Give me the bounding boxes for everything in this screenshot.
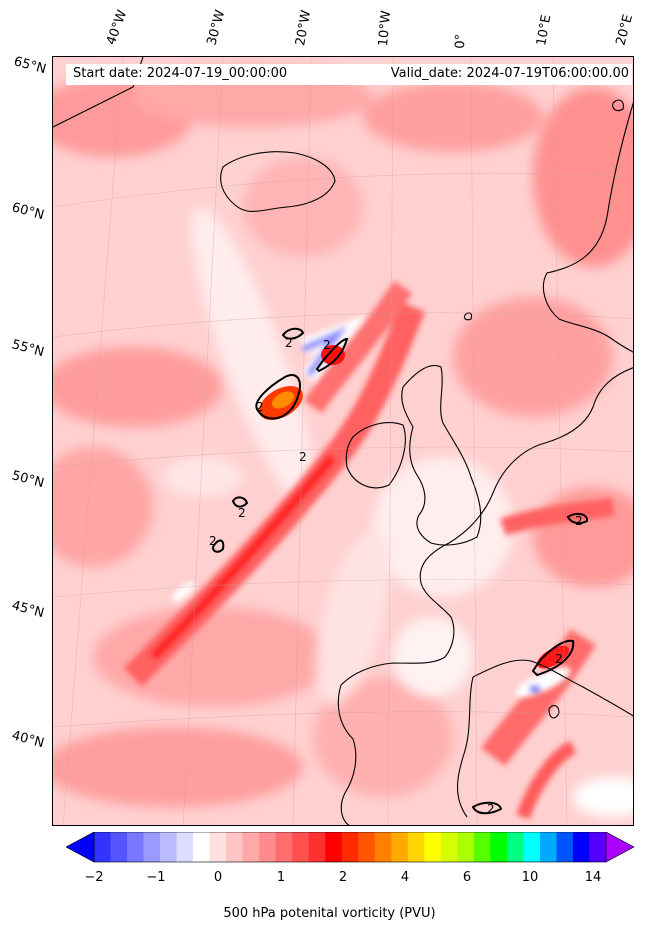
pv-cores [259,345,570,669]
colorbar-extend-low [66,832,95,863]
colorbar-tick: 4 [400,870,410,885]
contour-label: 2 [285,336,293,350]
pv-main-band [123,280,615,820]
pv-light-streaks [163,206,633,817]
colorbar-cell [457,832,475,862]
contour-core-b [315,337,349,373]
coast-ireland [345,422,406,489]
contour-label: 2 [299,450,307,464]
lon-label-10e: 10°E [534,13,555,47]
contour-label: 2 [575,514,583,528]
map-panel: 2 2 2 2 2 2 2 2 2 [52,56,634,826]
colorbar-cell [110,832,128,862]
contour-label: 2 [323,338,331,352]
colorbar-tick: −1 [146,870,166,885]
contour-label: 2 [555,652,563,666]
colorbar-cell [275,832,293,862]
colorbar-cell [391,832,409,862]
colorbar-cell [325,832,343,862]
contour-label: 2 [256,400,264,414]
coast-great-britain [401,365,482,546]
colorbar-cell [572,832,590,862]
colorbar-cell [424,832,442,862]
colorbar-cell [556,832,574,862]
colorbar-tick: 1 [276,870,286,885]
colorbar-cell [358,832,376,862]
coast-faroe [463,312,473,321]
colorbar-cell [506,832,524,862]
lat-label-45n: 45°N [10,598,46,622]
lat-label-50n: 50°N [10,468,46,492]
colorbar-cell [374,832,392,862]
valid-date-text: Valid_date: 2024-07-19T06:00:00.00 [390,66,629,81]
colorbar-cell [308,832,326,862]
lon-label-40w: 40°W [103,8,131,47]
colorbar-tick: 10 [521,870,539,885]
colorbar-label: 500 hPa potenital vorticity (PVU) [223,906,436,921]
pv-2-contours [211,327,588,815]
colorbar-tick: 2 [338,870,348,885]
pv-negative-streamer [171,314,571,698]
colorbar-cell [473,832,491,862]
contour-core-a [255,374,301,420]
lon-label-30w: 30°W [204,8,229,47]
coastlines [53,57,633,825]
contour-label: 2 [238,506,246,520]
contour-core-h [566,512,588,525]
lon-label-0: 0° [453,33,469,49]
contour-core-e [231,496,249,508]
contour-core-f [211,539,225,553]
colorbar-cell [94,832,111,862]
colorbar-tick: −2 [84,870,104,885]
graticule [53,57,633,825]
lon-label-20w: 20°W [293,9,315,48]
contour-label: 2 [487,802,495,816]
colorbar-cell [490,832,508,862]
lon-label-10w: 10°W [376,9,395,47]
colorbar-cell [209,832,227,862]
contour-labels: 2 2 2 2 2 2 2 2 2 [209,336,583,816]
lat-label-55n: 55°N [10,337,46,361]
colorbar-cell [242,832,260,862]
coast-greenland [53,57,144,128]
coast-iceland [220,151,336,212]
colorbar [66,832,635,863]
colorbar-cell [226,832,243,862]
coast-corsica [548,704,560,719]
colorbar-cell [143,832,161,862]
lat-label-60n: 60°N [10,200,46,224]
colorbar-tick: 0 [213,870,223,885]
pv-field-map: 2 2 2 2 2 2 2 2 2 [53,57,633,825]
colorbar-cell [292,832,310,862]
contour-core-g [471,801,503,815]
contour-core-c [281,327,305,340]
colorbar-cell [160,832,177,862]
coast-continental [337,367,633,825]
lat-label-65n: 65°N [12,54,48,78]
colorbar-cell [176,832,194,862]
coast-iberia-east [457,676,474,818]
coast-mediterranean [472,659,633,717]
lon-label-20e: 20°E [613,12,637,48]
date-header-box [66,64,632,85]
colorbar-cell [341,832,359,862]
start-date-text: Start date: 2024-07-19_00:00:00 [73,66,288,81]
contour-label: 2 [209,534,217,548]
colorbar-extend-high [605,832,635,863]
colorbar-tick: 14 [584,870,602,885]
colorbar-cell [539,832,557,862]
colorbar-tick: 6 [462,870,472,885]
colorbar-cell [589,832,607,862]
colorbar-cell [407,832,425,862]
lat-label-40n: 40°N [10,728,46,752]
colorbar-cell [523,832,541,862]
coast-scandinavia [542,101,633,353]
colorbar-cell [193,832,210,862]
coast-island-ne [612,99,624,112]
colorbar-cell [259,832,276,862]
colorbar-cell [127,832,144,862]
colorbar-cell [440,832,458,862]
